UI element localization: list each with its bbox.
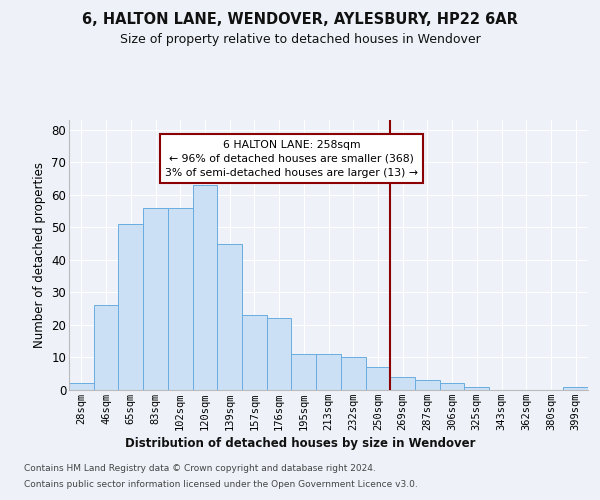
Bar bbox=[143, 208, 168, 390]
Bar bbox=[415, 380, 440, 390]
Bar bbox=[193, 185, 217, 390]
Text: Contains HM Land Registry data © Crown copyright and database right 2024.: Contains HM Land Registry data © Crown c… bbox=[24, 464, 376, 473]
Bar bbox=[316, 354, 341, 390]
Bar bbox=[464, 386, 489, 390]
Bar bbox=[365, 367, 390, 390]
Bar bbox=[242, 315, 267, 390]
Y-axis label: Number of detached properties: Number of detached properties bbox=[33, 162, 46, 348]
Bar bbox=[341, 358, 365, 390]
Text: Distribution of detached houses by size in Wendover: Distribution of detached houses by size … bbox=[125, 438, 475, 450]
Bar bbox=[563, 386, 588, 390]
Bar bbox=[94, 306, 118, 390]
Text: Size of property relative to detached houses in Wendover: Size of property relative to detached ho… bbox=[119, 32, 481, 46]
Bar bbox=[267, 318, 292, 390]
Bar bbox=[69, 384, 94, 390]
Text: Contains public sector information licensed under the Open Government Licence v3: Contains public sector information licen… bbox=[24, 480, 418, 489]
Bar bbox=[168, 208, 193, 390]
Text: 6 HALTON LANE: 258sqm
← 96% of detached houses are smaller (368)
3% of semi-deta: 6 HALTON LANE: 258sqm ← 96% of detached … bbox=[165, 140, 418, 177]
Bar bbox=[217, 244, 242, 390]
Bar bbox=[390, 377, 415, 390]
Bar bbox=[440, 384, 464, 390]
Bar bbox=[292, 354, 316, 390]
Text: 6, HALTON LANE, WENDOVER, AYLESBURY, HP22 6AR: 6, HALTON LANE, WENDOVER, AYLESBURY, HP2… bbox=[82, 12, 518, 28]
Bar bbox=[118, 224, 143, 390]
